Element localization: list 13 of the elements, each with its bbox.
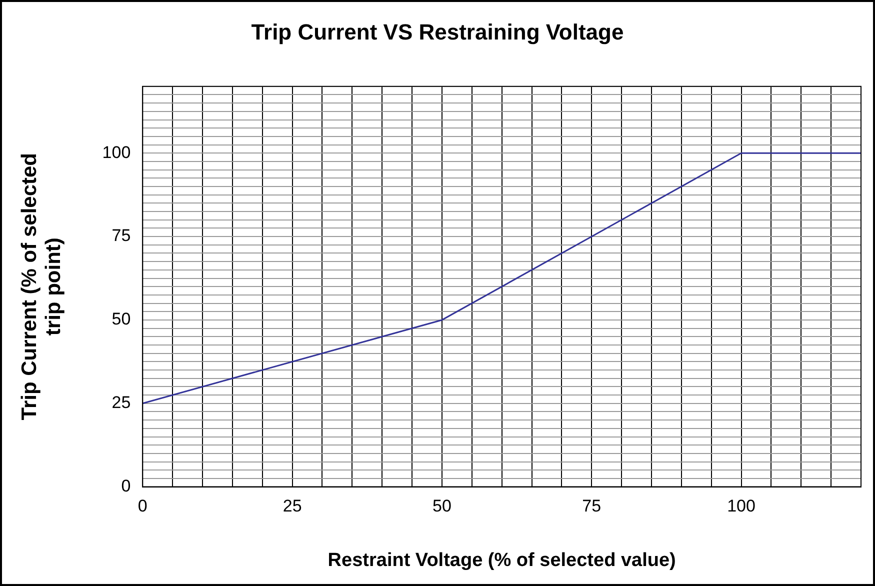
y-tick-label: 0 <box>121 476 131 496</box>
y-axis-title: Trip Current (% of selected trip point) <box>18 152 66 420</box>
x-tick-label: 25 <box>282 496 302 516</box>
chart-title: Trip Current VS Restraining Voltage <box>251 19 624 44</box>
y-tick-label: 25 <box>112 393 131 412</box>
x-tick-label: 100 <box>727 496 756 516</box>
y-tick-label: 75 <box>112 226 131 246</box>
y-tick-label: 50 <box>112 310 131 329</box>
x-axis-title: Restraint Voltage (% of selected value) <box>328 550 676 571</box>
x-tick-label: 75 <box>582 496 602 516</box>
x-tick-label: 0 <box>138 496 148 516</box>
x-tick-label: 50 <box>432 496 452 516</box>
y-tick-label: 100 <box>102 142 131 162</box>
